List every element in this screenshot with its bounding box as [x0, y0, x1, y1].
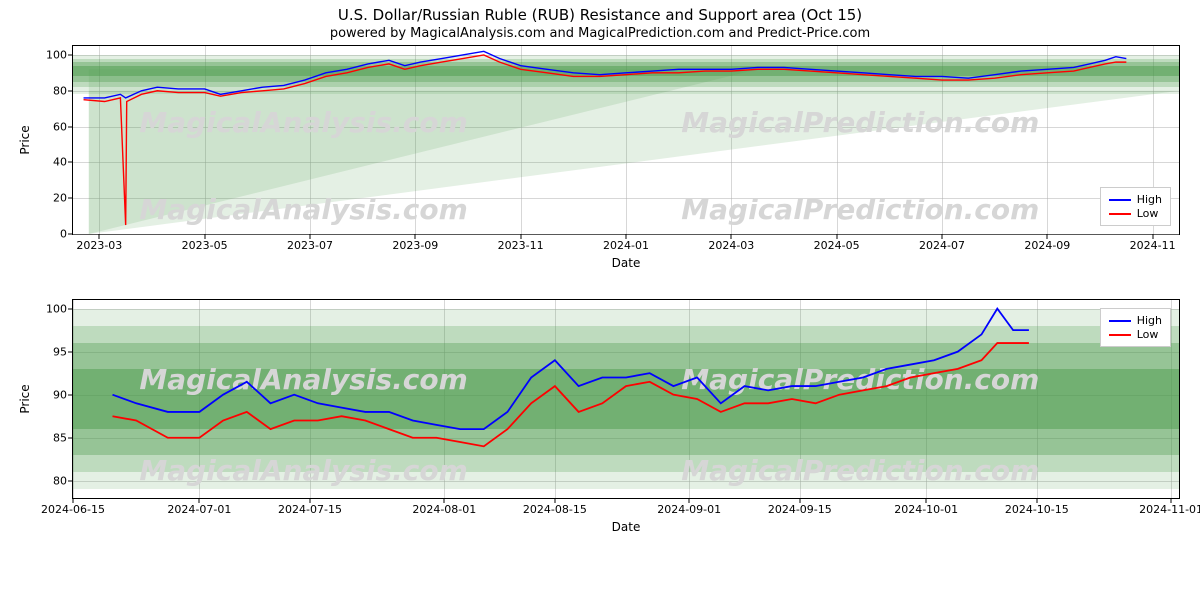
- x-tick-label: 2024-11: [1130, 239, 1176, 252]
- x-tick-label: 2024-06-15: [41, 503, 105, 516]
- top-chart-panel: Price Date 0204060801002023-032023-05202…: [72, 45, 1180, 235]
- x-tick-label: 2023-11: [498, 239, 544, 252]
- x-tick-label: 2024-03: [708, 239, 754, 252]
- x-axis-label: Date: [612, 256, 641, 270]
- low-line: [84, 55, 1127, 225]
- x-tick-label: 2023-09: [392, 239, 438, 252]
- x-tick-label: 2024-10-15: [1005, 503, 1069, 516]
- x-tick-label: 2024-09-01: [657, 503, 721, 516]
- x-tick-label: 2024-07-15: [278, 503, 342, 516]
- legend: HighLow: [1100, 187, 1171, 226]
- low-line: [113, 343, 1029, 446]
- x-tick-label: 2023-03: [76, 239, 122, 252]
- y-tick-label: 90: [33, 388, 67, 401]
- x-tick-label: 2024-10-01: [894, 503, 958, 516]
- high-line: [113, 309, 1029, 430]
- x-tick-label: 2024-01: [603, 239, 649, 252]
- y-tick-label: 20: [33, 192, 67, 205]
- x-tick-label: 2024-07-01: [167, 503, 231, 516]
- high-line: [84, 51, 1127, 98]
- legend: HighLow: [1100, 308, 1171, 347]
- bottom-chart-panel: Price Date 808590951002024-06-152024-07-…: [72, 299, 1180, 499]
- x-tick-label: 2024-09-15: [768, 503, 832, 516]
- y-tick-label: 85: [33, 431, 67, 444]
- x-tick-label: 2023-05: [182, 239, 228, 252]
- y-axis-label: Price: [18, 384, 32, 413]
- y-axis-label: Price: [18, 125, 32, 154]
- x-tick-label: 2024-05: [814, 239, 860, 252]
- y-tick-label: 80: [33, 84, 67, 97]
- x-tick-label: 2024-11-01: [1139, 503, 1200, 516]
- legend-label: High: [1137, 314, 1162, 327]
- y-tick-label: 60: [33, 120, 67, 133]
- x-tick-label: 2024-09: [1024, 239, 1070, 252]
- chart-title: U.S. Dollar/Russian Ruble (RUB) Resistan…: [0, 6, 1200, 24]
- y-tick-label: 80: [33, 474, 67, 487]
- x-tick-label: 2024-08-01: [412, 503, 476, 516]
- y-tick-label: 95: [33, 345, 67, 358]
- legend-label: High: [1137, 193, 1162, 206]
- y-tick-label: 100: [33, 302, 67, 315]
- y-tick-label: 100: [33, 48, 67, 61]
- x-tick-label: 2024-07: [919, 239, 965, 252]
- y-tick-label: 0: [33, 228, 67, 241]
- x-axis-label: Date: [612, 520, 641, 534]
- legend-label: Low: [1137, 207, 1159, 220]
- x-tick-label: 2024-08-15: [523, 503, 587, 516]
- chart-subtitle: powered by MagicalAnalysis.com and Magic…: [0, 26, 1200, 41]
- y-tick-label: 40: [33, 156, 67, 169]
- x-tick-label: 2023-07: [287, 239, 333, 252]
- legend-label: Low: [1137, 328, 1159, 341]
